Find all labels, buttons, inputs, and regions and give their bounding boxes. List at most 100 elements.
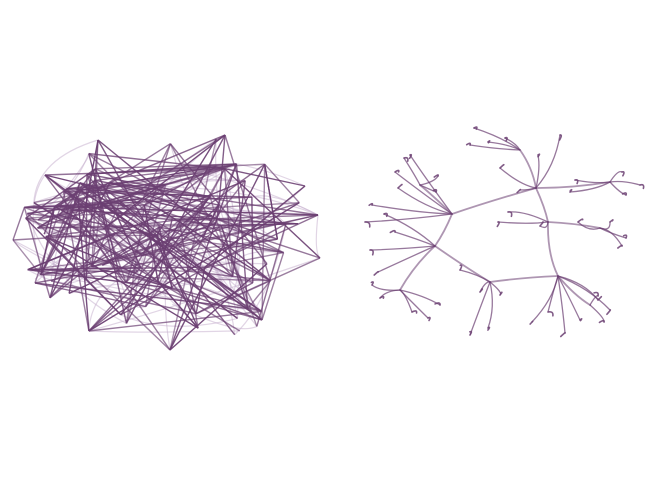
tree-branch — [557, 275, 566, 334]
tree-branch — [397, 187, 453, 215]
left-panel-dense-graph — [12, 134, 321, 351]
tree-branch — [547, 275, 559, 313]
tree-branch — [419, 175, 439, 186]
graph-edge — [88, 152, 284, 254]
graph-edge — [218, 134, 226, 206]
tree-branch — [617, 244, 623, 249]
graph-edge — [59, 202, 120, 217]
tree-branch — [535, 154, 540, 189]
tree-branch — [609, 171, 623, 183]
graph-edge — [86, 173, 211, 198]
graph-edge — [59, 163, 237, 217]
graph-edge — [88, 153, 232, 300]
graph-edge — [120, 223, 287, 316]
graph-edge — [34, 282, 146, 308]
graph-edge — [88, 204, 220, 332]
graph-edge-faint — [234, 223, 287, 336]
graph-edge-faint — [171, 218, 236, 335]
tree-branch — [559, 331, 566, 338]
tree-branch — [529, 320, 534, 325]
graph-edge — [251, 197, 254, 283]
tree-branch — [574, 179, 611, 184]
tree-branch — [389, 229, 396, 234]
tree-branch — [557, 275, 611, 311]
graph-edge — [143, 205, 159, 282]
tree-branch — [535, 134, 561, 189]
tree-branch — [516, 188, 522, 194]
graph-edge — [144, 226, 160, 307]
tree-branch — [487, 326, 491, 331]
tree-branch — [379, 295, 385, 299]
tree-branch — [377, 245, 436, 273]
graph-edge — [40, 274, 271, 282]
tree-branch — [459, 264, 463, 271]
graph-edge-faint — [315, 214, 321, 259]
tree-branch — [621, 192, 628, 196]
graph-edge — [195, 257, 321, 315]
graph-edge — [162, 246, 173, 289]
graph-edge — [125, 205, 146, 324]
graph-edge — [23, 207, 51, 298]
tree-branch — [403, 156, 409, 162]
tree-branch — [519, 149, 537, 189]
tree-branch — [639, 183, 645, 190]
tree-branch — [547, 221, 559, 277]
tree-branch — [371, 204, 453, 215]
tree-branch — [434, 245, 491, 283]
graph-edge — [169, 163, 266, 351]
graph-edge-faint — [218, 204, 241, 300]
graph-edge — [79, 182, 284, 254]
graph-edge — [264, 164, 279, 240]
tree-branch — [469, 144, 521, 151]
graph-edge — [54, 205, 143, 257]
graph-edge — [66, 188, 238, 319]
tree-branch — [519, 187, 537, 191]
tree-branch — [531, 275, 559, 323]
tree-branch — [383, 213, 436, 247]
graph-edge — [158, 226, 164, 247]
tree-branch — [539, 221, 544, 227]
graph-edge-faint — [32, 174, 51, 298]
tree-branch — [409, 154, 453, 215]
tree-branch — [496, 221, 500, 228]
tree-branch — [473, 127, 521, 151]
graph-edge — [91, 266, 262, 313]
tree-branch — [557, 275, 581, 321]
tree-branch — [479, 288, 484, 293]
graph-edge — [62, 191, 90, 332]
graph-edge — [109, 134, 226, 184]
graph-edge — [91, 203, 121, 268]
tree-branch — [434, 302, 441, 306]
tree-branch — [574, 178, 579, 185]
tree-branch — [364, 221, 371, 228]
tree-branch — [569, 181, 611, 193]
graph-edge — [88, 310, 262, 332]
graph-edge — [187, 251, 284, 272]
tree-branch — [589, 295, 599, 306]
graph-edge — [27, 232, 117, 271]
tree-branch — [557, 275, 591, 306]
graph-edge — [54, 179, 96, 208]
graph-edge — [157, 281, 199, 329]
graph-edge — [80, 190, 139, 273]
graph-edge — [37, 143, 171, 229]
tree-branch — [499, 167, 537, 189]
graph-edge — [27, 269, 138, 273]
tree-branch — [622, 234, 628, 239]
graph-edge — [26, 212, 171, 351]
graph-edge — [178, 219, 199, 329]
tree-branch — [399, 245, 436, 291]
graph-edge — [220, 224, 321, 259]
tree-branch — [411, 310, 418, 314]
graph-edge — [25, 168, 96, 219]
graph-edge — [79, 182, 263, 312]
right-panel-bundled-tree — [364, 126, 645, 338]
tree-branch — [606, 309, 612, 316]
tree-branch — [577, 221, 601, 230]
tree-branch — [369, 249, 374, 256]
graph-edge-faint — [218, 204, 249, 309]
graph-edge-faint — [33, 139, 99, 203]
tree-branch — [579, 318, 583, 322]
graph-edge — [27, 212, 81, 221]
